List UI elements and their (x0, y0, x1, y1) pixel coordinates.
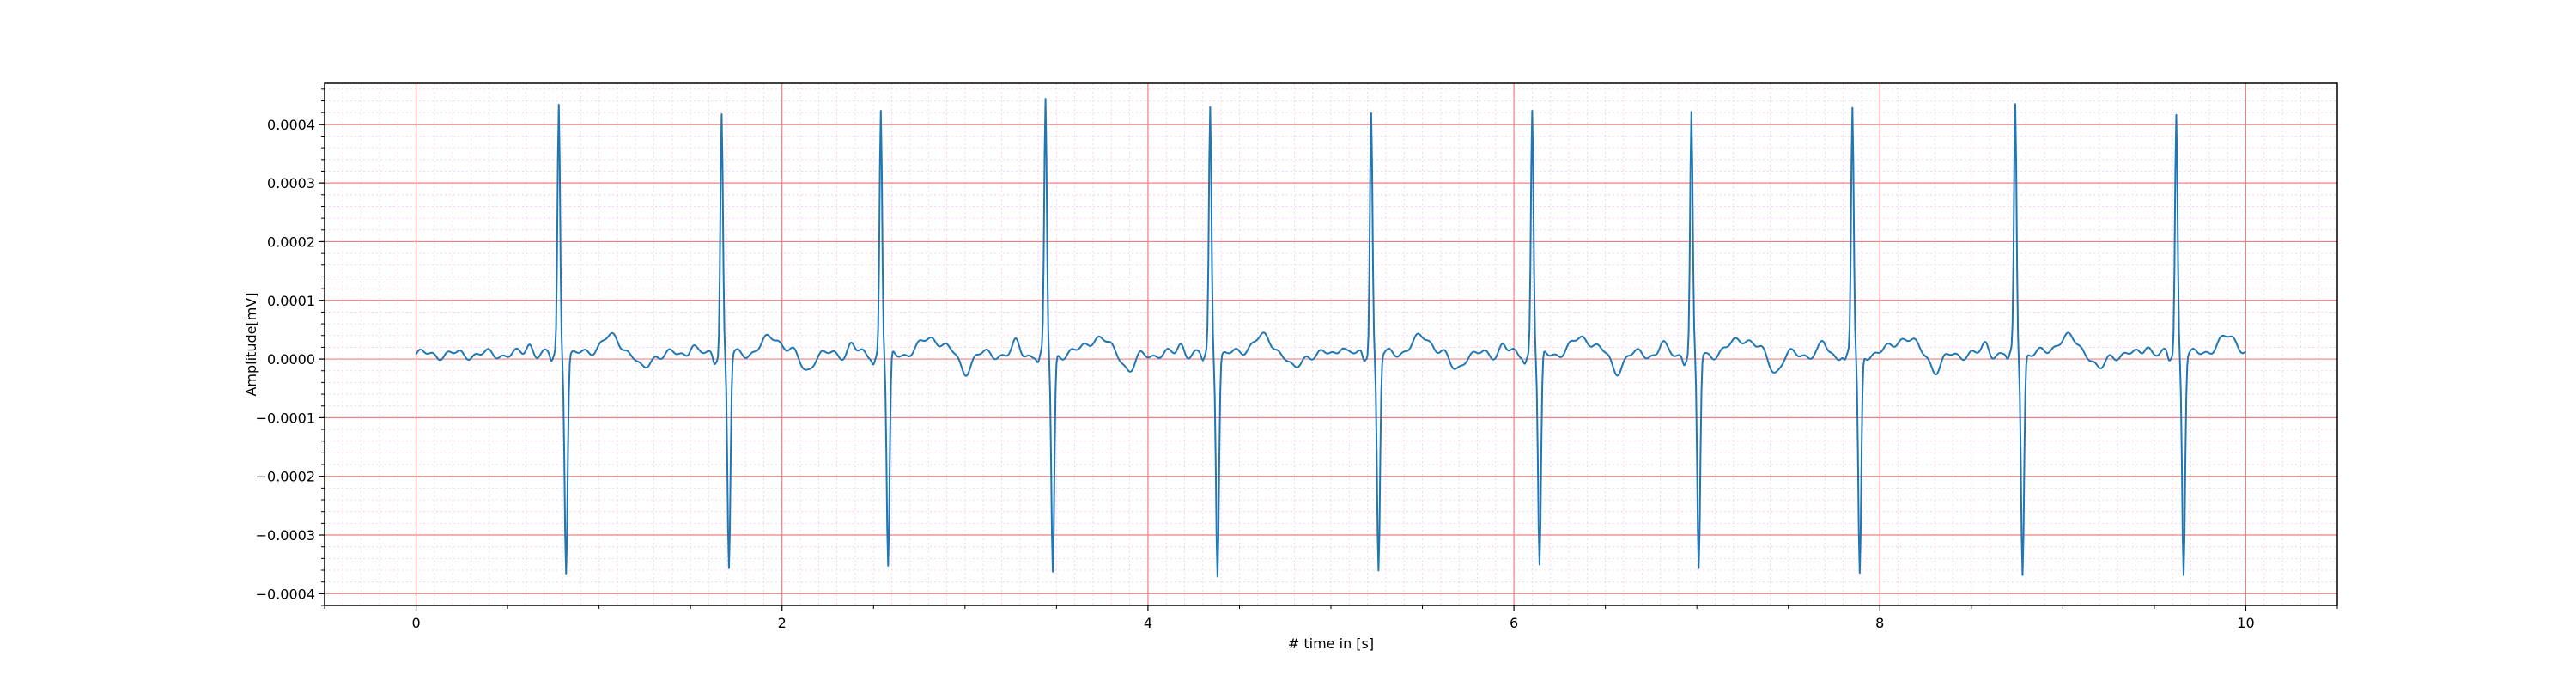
x-axis-label: # time in [s] (1288, 635, 1374, 652)
ecg-series-line (415, 98, 2246, 578)
y-tick-label: 0.0004 (267, 117, 315, 133)
x-tick-label: 0 (411, 615, 420, 631)
y-axis-ticks: −0.0004 −0.0003 −0.0002 −0.0001 0.0000 0.0001… (256, 88, 325, 606)
y-tick-label: 0.0001 (267, 293, 315, 309)
y-tick-label: −0.0003 (256, 527, 315, 544)
x-tick-label: 2 (778, 615, 787, 631)
minor-grid (324, 83, 2338, 606)
x-tick-label: 8 (1875, 615, 1884, 631)
x-tick-label: 10 (2237, 615, 2254, 631)
x-tick-label: 4 (1144, 615, 1152, 631)
series-group (415, 98, 2246, 578)
major-grid (325, 83, 2337, 605)
y-tick-label: 0.0002 (267, 234, 315, 250)
y-tick-label: −0.0004 (256, 586, 315, 602)
y-tick-label: 0.0003 (267, 175, 315, 192)
y-tick-label: −0.0001 (256, 410, 315, 426)
x-tick-label: 6 (1510, 615, 1518, 631)
x-axis-ticks: 0 2 4 6 8 10 (324, 605, 2338, 631)
y-tick-label: 0.0000 (267, 351, 315, 368)
y-tick-label: −0.0002 (256, 469, 315, 485)
y-axis-label: Amplitude[mV] (243, 292, 259, 396)
